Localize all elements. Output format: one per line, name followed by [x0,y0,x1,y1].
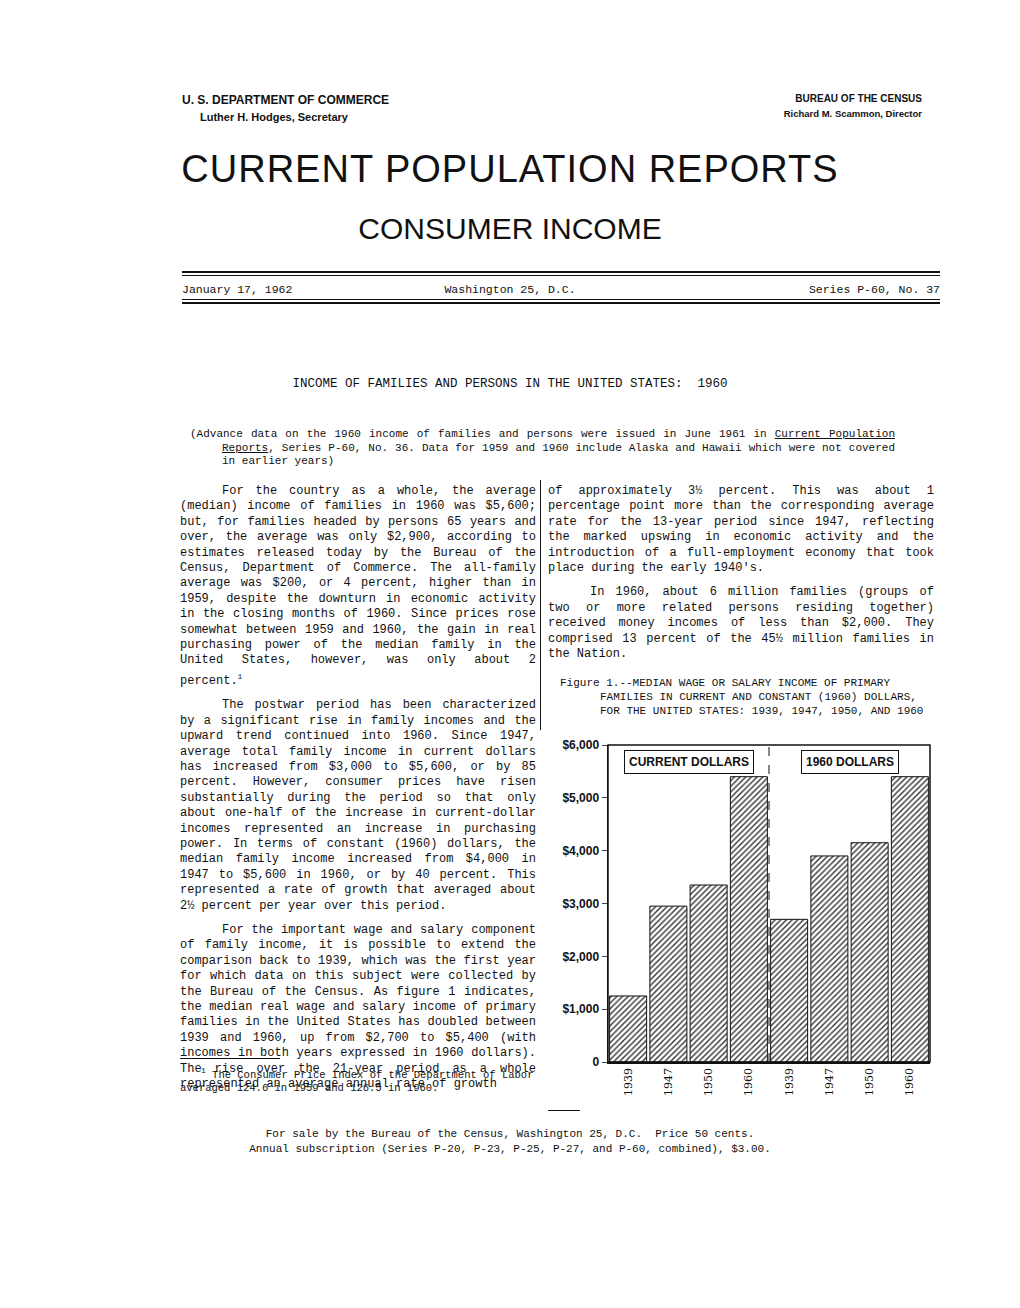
html-text:For the country as a whole, th: For the country as a whole, the average … [180,484,536,688]
svg-text:$4,000: $4,000 [562,844,599,858]
svg-text:CURRENT DOLLARS: CURRENT DOLLARS [629,755,749,769]
svg-text:$2,000: $2,000 [562,950,599,964]
html-text:BUREAU OF THE CENSUS: BUREAU OF THE CENSUS [795,93,922,104]
svg-text:1939: 1939 [783,1068,796,1096]
html-text:Luther H. Hodges, Secretary: Luther H. Hodges, Secretary [200,111,348,123]
svg-text:1939: 1939 [622,1068,635,1096]
html-text:The postwar period has been ch: The postwar period has been characterize… [180,698,536,913]
svg-text:1950: 1950 [863,1068,876,1096]
html-text:Washington 25, D.C.: Washington 25, D.C. [444,283,576,296]
svg-text:1947: 1947 [823,1068,836,1096]
html-text:Series P-60, No. 37: Series P-60, No. 37 [808,283,940,296]
html-text:U. S. DEPARTMENT OF COMMERCE: U. S. DEPARTMENT OF COMMERCE [182,93,390,107]
html-text:For the important wage and sal: For the important wage and salary compon… [180,923,536,1091]
svg-text:$1,000: $1,000 [562,1002,599,1016]
html-text:Figure 1.--MEDIAN WAGE OR SALA: Figure 1.--MEDIAN WAGE OR SALARY INCOME … [560,677,924,717]
svg-text:$3,000: $3,000 [562,897,599,911]
html-text:For sale by the Bureau of the: For sale by the Bureau of the Census, Wa… [265,1128,755,1140]
svg-text:$5,000: $5,000 [562,791,599,805]
html-text:In 1960, about 6 million famil: In 1960, about 6 million families (group… [548,585,934,662]
svg-text:1960 DOLLARS: 1960 DOLLARS [806,755,894,769]
html-text:CURRENT POPULATION REPORTS: CURRENT POPULATION REPORTS [181,148,839,190]
svg-text:1960: 1960 [903,1068,916,1096]
html-text:of approximately 3½ percent. T: of approximately 3½ percent. This was ab… [548,484,934,575]
html-text:Richard M. Scammon, Director: Richard M. Scammon, Director [783,108,922,119]
svg-text:$6,000: $6,000 [562,738,599,752]
svg-text:1960: 1960 [742,1068,755,1096]
svg-text:1950: 1950 [702,1068,715,1096]
html-text:Annual subscription (Series P-: Annual subscription (Series P-20, P-23, … [249,1143,771,1155]
svg-text:1947: 1947 [662,1068,675,1096]
html-text:INCOME OF FAMILIES AND PERSONS: INCOME OF FAMILIES AND PERSONS IN THE UN… [292,377,728,391]
svg-text:0: 0 [592,1055,599,1069]
html-text:January 17, 1962: January 17, 1962 [182,283,293,296]
html-text:CONSUMER INCOME: CONSUMER INCOME [358,212,662,245]
html-text:1The Consumer Price Index of t: 1The Consumer Price Index of the Departm… [180,1066,534,1094]
html-text:(Advance data on the 1960 inco: (Advance data on the 1960 income of fami… [190,428,895,467]
